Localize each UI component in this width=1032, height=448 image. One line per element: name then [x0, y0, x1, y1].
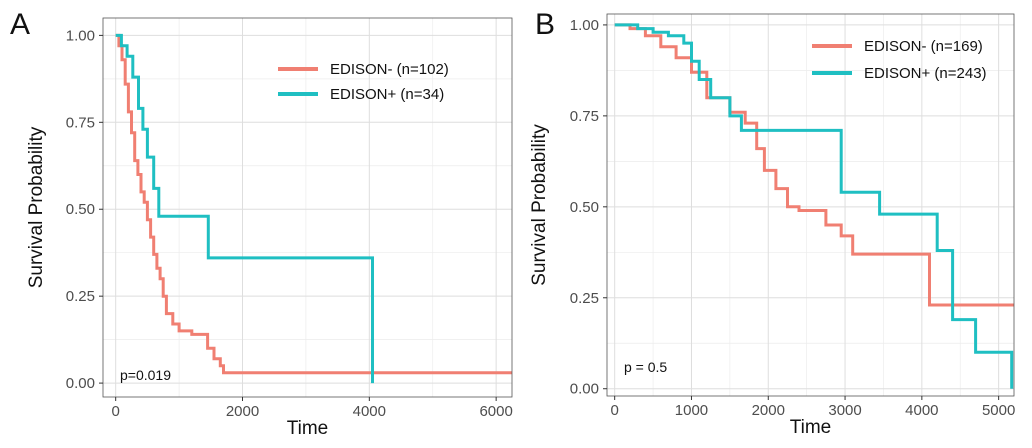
y-axis-title: Survival Probability — [26, 126, 47, 288]
legend-label-2: EDISON+ (n=34) — [330, 86, 444, 103]
series-line-2 — [115, 33, 374, 384]
y-tick-label: 0.25 — [570, 290, 599, 307]
plot-background — [103, 18, 512, 397]
y-tick-label: 0.00 — [570, 381, 599, 398]
y-axis-title: Survival Probability — [529, 124, 550, 286]
legend-label-1: EDISON- (n=102) — [330, 61, 449, 78]
x-tick-label: 6000 — [479, 403, 512, 420]
chart-a: 0 2000 4000 6000 0.00 0.25 0.50 0.75 1.00 Time Sur… — [26, 17, 513, 439]
panel-a-label: A — [10, 8, 31, 41]
x-tick-label: 2000 — [752, 402, 785, 419]
x-axis-title: Time — [287, 418, 329, 439]
y-tick-label: 0.50 — [570, 199, 599, 216]
plot-background — [607, 14, 1014, 396]
x-tick-label: 0 — [112, 403, 120, 420]
x-tick-label: 4000 — [905, 402, 938, 419]
p-value-annotation: p=0.019 — [120, 367, 171, 383]
plot-frame — [606, 13, 1015, 397]
legend-label-2: EDISON+ (n=243) — [864, 65, 987, 82]
x-tick-label: 3000 — [828, 402, 861, 419]
y-tick-label: 0.50 — [66, 201, 95, 218]
chart-b: 0 1000 2000 3000 4000 5000 0.00 0.25 0.50 0.75 1.0… — [529, 13, 1015, 438]
y-tick-label: 0.75 — [570, 108, 599, 125]
series-line-1 — [614, 23, 1014, 307]
y-tick-label: 0.00 — [66, 375, 95, 392]
x-tick-label: 2000 — [226, 403, 259, 420]
plot-frame — [102, 17, 513, 398]
y-tick-label: 1.00 — [570, 17, 599, 34]
x-tick-label: 4000 — [353, 403, 386, 420]
legend-label-1: EDISON- (n=169) — [864, 38, 983, 55]
y-tick-label: 0.75 — [66, 114, 95, 131]
p-value-annotation: p = 0.5 — [624, 359, 667, 375]
x-tick-label: 1000 — [675, 402, 708, 419]
x-tick-label: 0 — [611, 402, 619, 419]
y-tick-label: 0.25 — [66, 288, 95, 305]
series-line-1 — [115, 33, 512, 375]
x-tick-label: 5000 — [982, 402, 1015, 419]
panel-b-label: B — [535, 8, 556, 41]
series-line-2 — [614, 23, 1014, 389]
y-tick-label: 1.00 — [66, 27, 95, 44]
x-axis-title: Time — [790, 417, 832, 438]
